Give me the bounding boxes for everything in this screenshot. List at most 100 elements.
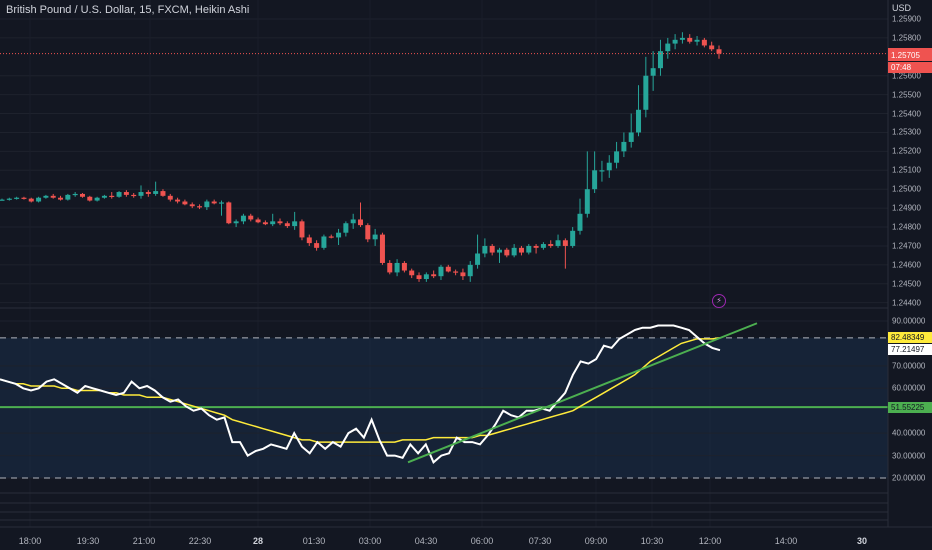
candle-body[interactable] [299, 221, 305, 238]
candle-body[interactable] [599, 170, 605, 172]
candle-body[interactable] [87, 196, 93, 201]
candle-body[interactable] [665, 43, 671, 52]
candle-body[interactable] [482, 245, 488, 254]
candle-body[interactable] [182, 201, 188, 205]
candle-body[interactable] [716, 49, 722, 54]
candle-body[interactable] [636, 109, 642, 133]
candle-body[interactable] [687, 37, 693, 42]
candle-body[interactable] [445, 266, 451, 272]
candle-body[interactable] [409, 270, 415, 276]
candle-body[interactable] [379, 234, 385, 263]
candle-body[interactable] [0, 199, 5, 201]
candle-body[interactable] [218, 202, 224, 204]
candle-body[interactable] [138, 192, 144, 196]
candle-body[interactable] [709, 45, 715, 50]
candle-body[interactable] [65, 194, 71, 200]
candle-body[interactable] [262, 222, 268, 225]
candle-body[interactable] [314, 243, 320, 248]
candle-body[interactable] [511, 247, 517, 256]
candle-body[interactable] [58, 197, 64, 200]
candle-body[interactable] [21, 197, 27, 199]
candle-body[interactable] [328, 236, 334, 238]
candle-body[interactable] [79, 193, 85, 197]
candle-body[interactable] [189, 204, 195, 207]
candle-body[interactable] [518, 247, 524, 253]
lightning-icon[interactable]: ⚡ [712, 294, 726, 308]
candle-body[interactable] [358, 219, 363, 226]
candle-body[interactable] [423, 274, 429, 280]
candle-body[interactable] [28, 198, 34, 202]
candle-body[interactable] [438, 266, 444, 277]
candle-body[interactable] [372, 234, 378, 240]
candle-body[interactable] [211, 201, 217, 204]
candle-body[interactable] [453, 271, 459, 273]
trend-line[interactable] [407, 322, 758, 464]
candle-body[interactable] [694, 39, 700, 42]
candle-body[interactable] [460, 272, 466, 277]
candle-body[interactable] [14, 197, 20, 199]
candle-body[interactable] [650, 68, 656, 76]
candle-body[interactable] [350, 219, 356, 224]
candle-body[interactable] [145, 192, 151, 194]
candle-body[interactable] [101, 195, 107, 198]
candle-body[interactable] [533, 245, 539, 248]
candle-body[interactable] [123, 192, 129, 195]
candle-body[interactable] [394, 262, 400, 273]
candle-body[interactable] [116, 192, 122, 197]
candle-body[interactable] [416, 275, 422, 280]
currency-label[interactable]: USD [892, 3, 912, 13]
candle-body[interactable] [672, 39, 678, 44]
candle-body[interactable] [614, 151, 620, 163]
candle-body[interactable] [321, 236, 327, 248]
candle-body[interactable] [6, 198, 12, 200]
candle-body[interactable] [540, 244, 546, 248]
candle-body[interactable] [240, 215, 246, 222]
candle-body[interactable] [365, 225, 371, 240]
candle-body[interactable] [401, 262, 407, 271]
candle-body[interactable] [387, 262, 393, 273]
candle-body[interactable] [131, 194, 137, 197]
candle-body[interactable] [343, 223, 349, 233]
candle-body[interactable] [255, 219, 261, 223]
candle-body[interactable] [226, 202, 232, 224]
candle-body[interactable] [292, 221, 298, 227]
candle-body[interactable] [431, 274, 437, 277]
candle-body[interactable] [160, 191, 166, 196]
candle-body[interactable] [657, 51, 663, 69]
candle-body[interactable] [606, 162, 612, 171]
candle-body[interactable] [621, 141, 627, 152]
candle-body[interactable] [526, 245, 532, 253]
candle-body[interactable] [467, 264, 473, 277]
candle-body[interactable] [555, 240, 561, 246]
candle-body[interactable] [497, 249, 503, 253]
candle-body[interactable] [277, 221, 283, 224]
candle-body[interactable] [643, 75, 649, 110]
candle-body[interactable] [233, 221, 239, 224]
candle-body[interactable] [577, 213, 583, 231]
candle-body[interactable] [167, 195, 173, 200]
candle-body[interactable] [489, 245, 495, 253]
candle-body[interactable] [570, 230, 576, 246]
candle-body[interactable] [562, 240, 568, 246]
candle-body[interactable] [72, 193, 78, 196]
candle-body[interactable] [628, 132, 634, 142]
candle-body[interactable] [94, 197, 100, 201]
candle-body[interactable] [284, 223, 290, 227]
candle-body[interactable] [204, 201, 210, 208]
symbol-title[interactable]: British Pound / U.S. Dollar, 15, FXCM, H… [6, 4, 250, 16]
candle-body[interactable] [475, 253, 481, 265]
candle-body[interactable] [336, 232, 342, 238]
candle-body[interactable] [248, 215, 254, 220]
candle-body[interactable] [153, 191, 159, 194]
candle-body[interactable] [50, 195, 56, 198]
candles-layer[interactable] [0, 32, 722, 282]
candle-body[interactable] [306, 237, 312, 244]
candle-body[interactable] [197, 206, 203, 208]
candle-body[interactable] [175, 199, 181, 202]
candle-body[interactable] [701, 39, 707, 46]
candle-body[interactable] [36, 197, 42, 202]
candle-body[interactable] [270, 221, 276, 225]
candle-body[interactable] [504, 249, 510, 256]
candle-body[interactable] [548, 244, 554, 246]
